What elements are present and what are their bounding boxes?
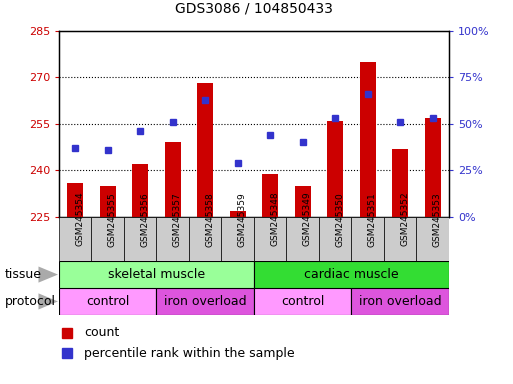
- Text: count: count: [84, 326, 120, 339]
- Bar: [424, 118, 441, 217]
- Bar: [59, 217, 91, 261]
- Bar: [286, 217, 319, 261]
- Bar: [262, 174, 278, 217]
- Text: tissue: tissue: [5, 268, 42, 281]
- Text: iron overload: iron overload: [359, 295, 442, 308]
- Bar: [294, 186, 311, 217]
- Text: GSM245352: GSM245352: [400, 192, 409, 247]
- Text: skeletal muscle: skeletal muscle: [108, 268, 205, 281]
- Text: protocol: protocol: [5, 295, 56, 308]
- Bar: [100, 186, 116, 217]
- Bar: [156, 217, 189, 261]
- Bar: [351, 288, 449, 315]
- Text: GDS3086 / 104850433: GDS3086 / 104850433: [175, 2, 333, 15]
- Bar: [59, 288, 156, 315]
- Bar: [91, 217, 124, 261]
- Text: GSM245349: GSM245349: [303, 192, 312, 247]
- Text: GSM245354: GSM245354: [75, 192, 84, 247]
- Bar: [360, 62, 376, 217]
- Bar: [417, 217, 449, 261]
- Text: GSM245350: GSM245350: [335, 192, 344, 247]
- Bar: [254, 261, 449, 288]
- Text: GSM245359: GSM245359: [238, 192, 247, 247]
- Text: iron overload: iron overload: [164, 295, 247, 308]
- Bar: [351, 217, 384, 261]
- Bar: [319, 217, 351, 261]
- Text: GSM245358: GSM245358: [205, 192, 214, 247]
- Text: cardiac muscle: cardiac muscle: [304, 268, 399, 281]
- Bar: [254, 217, 286, 261]
- Text: control: control: [86, 295, 129, 308]
- Text: control: control: [281, 295, 324, 308]
- Bar: [254, 288, 351, 315]
- Bar: [197, 83, 213, 217]
- Text: GSM245351: GSM245351: [368, 192, 377, 247]
- Text: percentile rank within the sample: percentile rank within the sample: [84, 347, 295, 360]
- Text: GSM245356: GSM245356: [140, 192, 149, 247]
- Bar: [132, 164, 148, 217]
- Polygon shape: [38, 293, 58, 310]
- Bar: [165, 142, 181, 217]
- Bar: [229, 211, 246, 217]
- Bar: [222, 217, 254, 261]
- Polygon shape: [38, 266, 58, 283]
- Text: GSM245355: GSM245355: [108, 192, 117, 247]
- Bar: [392, 149, 408, 217]
- Bar: [384, 217, 417, 261]
- Text: GSM245353: GSM245353: [432, 192, 442, 247]
- Bar: [124, 217, 156, 261]
- Bar: [67, 183, 83, 217]
- Text: GSM245348: GSM245348: [270, 192, 279, 247]
- Text: GSM245357: GSM245357: [173, 192, 182, 247]
- Bar: [59, 261, 254, 288]
- Bar: [327, 121, 343, 217]
- Bar: [156, 288, 254, 315]
- Bar: [189, 217, 222, 261]
